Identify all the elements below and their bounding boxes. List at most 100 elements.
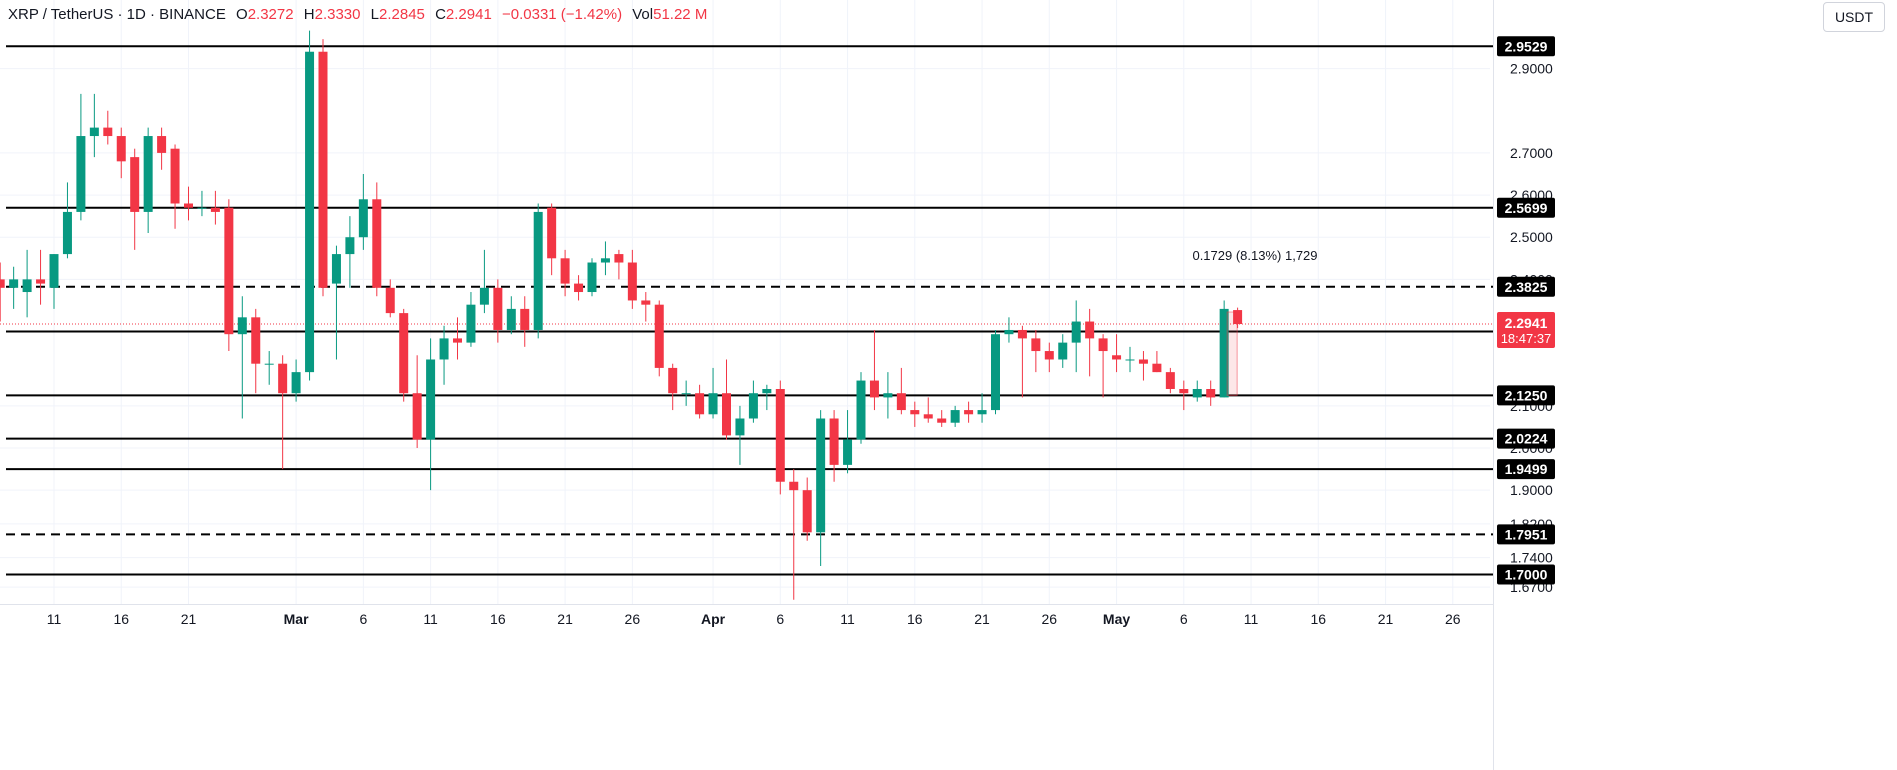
high-label: H [303, 6, 315, 23]
candle-body [681, 393, 691, 395]
time-tick-label: 16 [1311, 611, 1327, 627]
candle-body [964, 410, 974, 415]
candle-body [22, 279, 32, 293]
low-label: L [370, 6, 380, 23]
candle-body [910, 410, 920, 415]
candle-body [399, 313, 409, 394]
time-tick-label: 11 [1244, 611, 1259, 627]
candle-body [775, 388, 785, 482]
candle-body [1219, 308, 1229, 398]
candle-body [116, 136, 126, 162]
time-tick-label: 26 [625, 611, 641, 627]
high-value: 2.3330 [314, 6, 361, 23]
change-value: −0.0331 (−1.42%) [501, 6, 623, 23]
level-badge [1497, 197, 1555, 218]
price-tick-label: 2.5000 [1510, 229, 1553, 245]
level-badge-label: 1.7951 [1505, 526, 1548, 542]
candle-body [950, 410, 960, 423]
candle-body [533, 211, 543, 330]
candle-body [560, 258, 570, 284]
candle-body [1165, 372, 1175, 389]
candle-body [1004, 329, 1014, 335]
candle-body [49, 254, 59, 288]
time-tick-label: 26 [1042, 611, 1058, 627]
candle-body [896, 393, 906, 411]
candle-body [695, 393, 705, 415]
candle-body [1031, 338, 1041, 352]
candle-body [358, 199, 368, 238]
candle-body [197, 207, 207, 209]
candle-body [345, 237, 355, 255]
candle-body [103, 127, 113, 137]
price-tick-label: 2.7000 [1510, 145, 1553, 161]
time-tick-label: 21 [181, 611, 197, 627]
candle-body [654, 304, 664, 368]
candle-body [170, 148, 180, 204]
measure-range [1226, 311, 1238, 396]
time-tick-label: 16 [490, 611, 506, 627]
time-tick-label: 16 [113, 611, 129, 627]
candle-body [668, 367, 678, 394]
candle-body [856, 380, 866, 440]
candle-body [977, 410, 987, 415]
close-value: 2.2941 [445, 6, 492, 23]
candle-body [1085, 321, 1095, 339]
candle-body [722, 393, 731, 436]
last-price-badge [1497, 312, 1555, 349]
price-tick-label: 1.9000 [1510, 482, 1553, 498]
candle-body [89, 127, 99, 137]
candle-body [762, 388, 772, 394]
level-badge-label: 2.9529 [1505, 38, 1548, 54]
candle-body [76, 136, 86, 212]
time-tick-label: 26 [1445, 611, 1461, 627]
candle-body [641, 300, 651, 305]
time-tick-label: Apr [701, 611, 726, 627]
candle-body [439, 338, 449, 360]
time-tick-label: 6 [1180, 611, 1188, 627]
candle-body [143, 136, 153, 212]
currency-button[interactable]: USDT [1823, 2, 1885, 32]
level-badge-label: 1.9499 [1505, 461, 1548, 477]
low-value: 2.2845 [379, 6, 425, 23]
candle-body [318, 51, 328, 288]
candle-body [264, 363, 274, 365]
candle-body [843, 439, 853, 465]
level-badge [1497, 524, 1555, 545]
candle-body [1206, 388, 1216, 398]
candle-body [600, 258, 610, 263]
countdown-label: 18:47:37 [1501, 331, 1552, 346]
candle-body [1044, 351, 1054, 360]
candle-body [237, 317, 247, 335]
candle-body [466, 304, 476, 343]
candle-body [479, 287, 489, 305]
candle-body [937, 418, 947, 423]
candle-body [331, 254, 341, 284]
time-tick-label: 11 [423, 611, 438, 627]
candle-body [708, 393, 718, 415]
level-badge-label: 2.0224 [1505, 431, 1548, 447]
level-badge-label: 2.3825 [1505, 279, 1548, 295]
candle-body [305, 51, 315, 373]
time-tick-label: 11 [47, 611, 62, 627]
candle-body [829, 418, 839, 465]
volume-value: 51.22 M [653, 6, 708, 23]
time-tick-label: Mar [284, 611, 309, 627]
level-badge [1497, 428, 1555, 449]
candle-body [1138, 359, 1148, 364]
level-badge [1497, 459, 1555, 480]
level-badge-label: 2.5699 [1505, 200, 1548, 216]
candle-body [412, 393, 422, 440]
candle-body [224, 207, 234, 335]
time-tick-label: 21 [557, 611, 573, 627]
level-badge [1497, 36, 1555, 57]
level-badge-label: 2.1250 [1505, 387, 1548, 403]
candle-body [816, 418, 826, 533]
candle-body [184, 203, 193, 208]
candle-body [0, 279, 5, 288]
candle-body [1112, 355, 1122, 360]
open-label: O [236, 6, 248, 23]
candle-body [1192, 388, 1202, 398]
last-price-label: 2.2941 [1505, 315, 1548, 331]
candle-body [547, 207, 557, 259]
